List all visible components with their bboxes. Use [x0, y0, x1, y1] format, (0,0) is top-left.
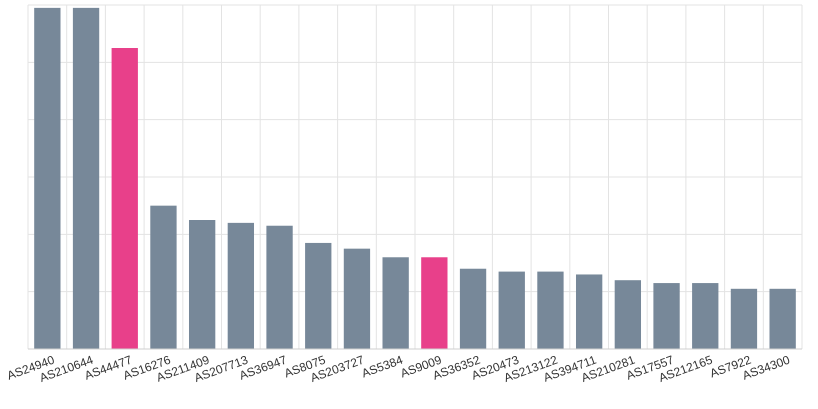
bar-as211409[interactable] [188, 220, 216, 349]
bar-as34300[interactable] [769, 288, 796, 349]
bar-as17557[interactable] [653, 283, 680, 349]
bar-as8075[interactable] [305, 242, 332, 349]
bar-as36352[interactable] [459, 268, 487, 349]
bar-as5384[interactable] [382, 257, 409, 349]
bar-as210281[interactable] [614, 280, 642, 349]
bar-as9009[interactable] [421, 257, 448, 349]
bar-as44477[interactable] [111, 48, 138, 349]
bar-as36947[interactable] [266, 225, 293, 349]
bar-as207713[interactable] [227, 222, 255, 349]
bar-layer [34, 7, 796, 349]
bar-as394711[interactable] [575, 274, 603, 349]
bar-as24940[interactable] [34, 7, 61, 349]
bar-as16276[interactable] [150, 205, 177, 349]
bar-as210644[interactable] [72, 7, 100, 349]
bar-as7922[interactable] [730, 288, 758, 349]
x-tick-label-layer: AS24940AS210644AS44477AS16276AS211409AS2… [5, 353, 792, 385]
bar-as212165[interactable] [692, 283, 719, 349]
bar-as20473[interactable] [498, 271, 525, 349]
bar-as213122[interactable] [537, 271, 564, 349]
bar-as203727[interactable] [343, 248, 371, 349]
grid-layer [27, 4, 803, 350]
